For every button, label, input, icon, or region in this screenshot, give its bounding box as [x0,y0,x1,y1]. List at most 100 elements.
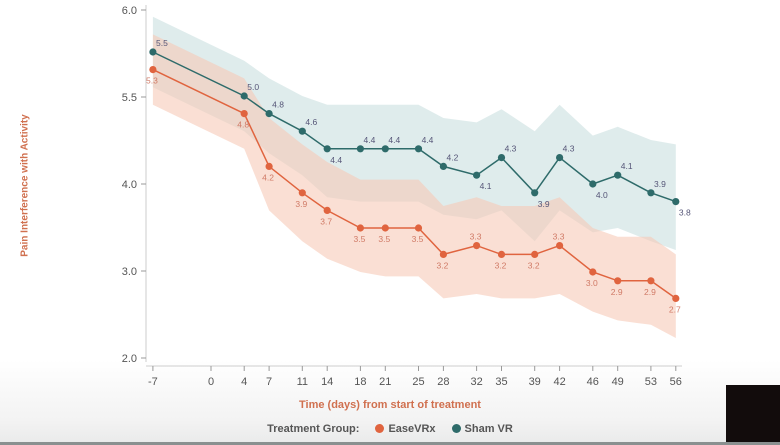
data-label-easevrx: 3.2 [495,260,507,270]
data-point-sham-vr [672,198,680,206]
data-label-easevrx: 2.7 [669,304,681,314]
data-point-easevrx [356,224,364,232]
data-point-sham-vr [381,145,389,153]
data-point-easevrx [323,206,331,214]
data-label-easevrx: 5.3 [146,76,158,86]
x-tick-label: 11 [297,376,308,388]
data-label-sham-vr: 4.1 [621,161,633,171]
data-label-easevrx: 3.7 [320,216,332,226]
x-tick-label: 46 [587,376,599,388]
data-label-sham-vr: 4.3 [563,144,575,154]
data-label-sham-vr: 4.4 [388,135,400,145]
data-label-sham-vr: 4.4 [422,135,434,145]
data-point-sham-vr [356,145,364,153]
data-label-sham-vr: 4.2 [446,152,458,162]
y-tick-label: 2.0 [122,353,137,365]
x-tick-label: 4 [241,376,247,388]
data-label-sham-vr: 3.9 [538,199,550,209]
data-label-easevrx: 3.5 [353,234,365,244]
confidence-band-easevrx [152,34,676,339]
x-tick-label: 49 [612,376,624,388]
data-label-sham-vr: 4.4 [330,155,342,165]
confidence-band-sham-vr [152,16,676,250]
data-point-easevrx [381,224,389,232]
data-point-sham-vr [497,154,506,162]
data-point-sham-vr [556,154,564,162]
legend-dot-easevrx [375,424,385,433]
data-label-easevrx: 2.9 [644,287,656,297]
data-point-easevrx [672,294,680,302]
y-tick-label: 3.0 [122,266,137,278]
data-label-sham-vr: 3.8 [679,208,691,218]
y-tick-label: 6.0 [122,5,137,17]
data-point-easevrx [497,250,506,258]
data-label-easevrx: 3.3 [470,232,482,242]
data-label-easevrx: 3.9 [295,199,307,209]
data-point-sham-vr [323,145,331,153]
data-label-easevrx: 4.8 [237,120,249,130]
legend-item-easevrx: EaseVRx [375,423,436,435]
y-tick-label: 5.5 [122,92,137,104]
data-point-easevrx [149,66,157,74]
x-tick-label: 32 [470,376,482,388]
data-point-sham-vr [647,189,655,197]
data-point-easevrx [556,242,564,250]
data-point-easevrx [473,242,481,250]
data-label-sham-vr: 4.0 [596,190,608,200]
x-tick-label: 28 [437,376,449,388]
data-point-sham-vr [439,162,447,170]
y-axis-label: Pain Interference with Activity [19,114,31,257]
data-label-easevrx: 3.3 [553,232,565,242]
data-label-easevrx: 3.0 [586,278,598,288]
video-overlay-box [726,385,780,445]
data-point-sham-vr [265,110,273,118]
x-tick-label: 21 [379,376,391,388]
data-point-easevrx [265,162,273,170]
data-label-sham-vr: 4.4 [363,135,375,145]
bottom-bar [0,442,780,445]
x-tick-label: 0 [208,376,214,388]
data-label-easevrx: 3.5 [378,234,390,244]
data-label-sham-vr: 4.3 [505,144,517,154]
data-point-sham-vr [240,92,248,100]
data-point-sham-vr [614,171,622,179]
y-tick-label: 4.0 [122,179,137,191]
data-label-sham-vr: 5.5 [156,38,168,48]
legend: Treatment Group: EaseVRx Sham VR [0,423,780,435]
legend-dot-sham-vr [451,424,461,433]
data-label-easevrx: 2.9 [611,287,623,297]
data-point-easevrx [614,277,622,285]
x-tick-label: 53 [645,376,657,388]
x-tick-label: 25 [412,376,424,388]
x-tick-label: 14 [321,376,333,388]
data-point-easevrx [298,189,306,197]
data-label-easevrx: 3.2 [436,260,448,270]
x-tick-label: 7 [266,376,272,388]
data-point-sham-vr [298,127,306,135]
data-point-sham-vr [473,171,481,179]
data-label-easevrx: 3.2 [528,260,540,270]
data-point-easevrx [531,250,539,258]
data-label-sham-vr: 4.6 [305,117,317,127]
x-tick-label: 56 [670,376,682,388]
x-tick-label: 35 [495,376,507,388]
data-point-sham-vr [531,189,539,197]
data-point-sham-vr [149,48,157,56]
x-tick-label: -7 [148,376,158,388]
data-point-easevrx [647,277,655,285]
data-label-sham-vr: 5.0 [247,82,259,92]
data-label-sham-vr: 4.8 [272,100,284,110]
data-point-easevrx [439,250,447,258]
data-label-easevrx: 4.2 [262,172,274,182]
x-axis-label: Time (days) from start of treatment [299,399,481,411]
data-point-easevrx [414,224,423,232]
data-label-sham-vr: 4.1 [480,181,492,191]
data-point-easevrx [240,110,248,118]
data-label-sham-vr: 3.9 [654,179,666,189]
data-point-sham-vr [589,180,597,188]
data-point-sham-vr [414,145,423,153]
x-tick-label: 42 [553,376,565,388]
x-tick-label: 18 [354,376,366,388]
legend-item-sham-vr: Sham VR [451,423,513,435]
